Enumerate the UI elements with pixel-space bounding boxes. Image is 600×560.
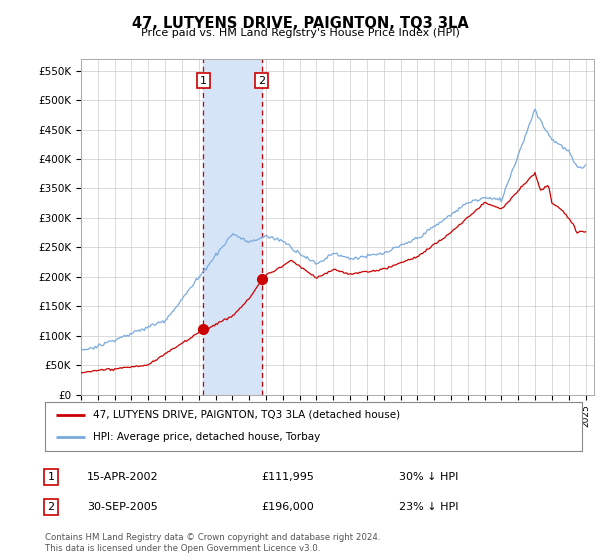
Text: £196,000: £196,000 [261,502,314,512]
Text: 1: 1 [47,472,55,482]
Text: 47, LUTYENS DRIVE, PAIGNTON, TQ3 3LA: 47, LUTYENS DRIVE, PAIGNTON, TQ3 3LA [131,16,469,31]
Text: Price paid vs. HM Land Registry's House Price Index (HPI): Price paid vs. HM Land Registry's House … [140,28,460,38]
Text: £111,995: £111,995 [261,472,314,482]
Text: HPI: Average price, detached house, Torbay: HPI: Average price, detached house, Torb… [94,432,320,442]
Text: 23% ↓ HPI: 23% ↓ HPI [399,502,458,512]
Text: 1: 1 [200,76,207,86]
Text: 2: 2 [258,76,265,86]
Text: 30-SEP-2005: 30-SEP-2005 [87,502,158,512]
Text: Contains HM Land Registry data © Crown copyright and database right 2024.
This d: Contains HM Land Registry data © Crown c… [45,533,380,553]
Text: 15-APR-2002: 15-APR-2002 [87,472,158,482]
Text: 2: 2 [47,502,55,512]
Text: 30% ↓ HPI: 30% ↓ HPI [399,472,458,482]
Text: 47, LUTYENS DRIVE, PAIGNTON, TQ3 3LA (detached house): 47, LUTYENS DRIVE, PAIGNTON, TQ3 3LA (de… [94,410,400,420]
Bar [203,59,262,395]
